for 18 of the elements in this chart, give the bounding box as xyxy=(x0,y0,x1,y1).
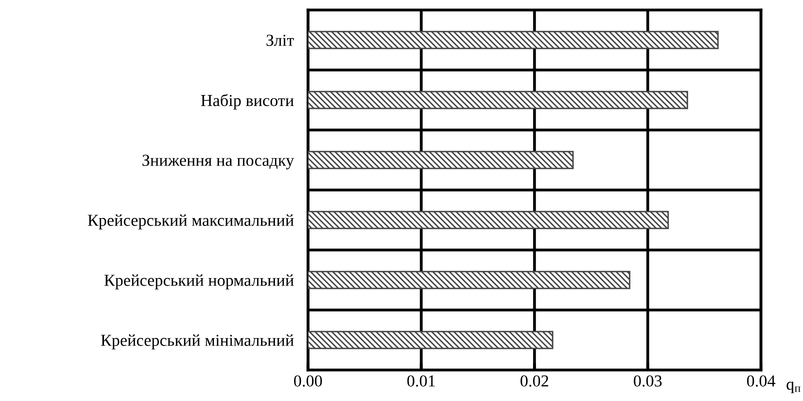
y-tick-label: Набір висоти xyxy=(201,94,294,110)
bar xyxy=(308,150,574,170)
bar xyxy=(308,270,630,290)
y-tick-label: Крейсерський максимальний xyxy=(88,214,294,230)
y-tick-label: Крейсерський мінімальний xyxy=(100,334,294,350)
x-tick-label: 0.04 xyxy=(747,375,776,387)
y-tick-label: Зниження на посадку xyxy=(142,154,294,170)
x-tick-label: 0.00 xyxy=(294,375,322,387)
bar xyxy=(308,330,554,350)
x-tick-label: 0.03 xyxy=(634,375,662,387)
bar xyxy=(308,210,669,230)
x-tick-label: 0.01 xyxy=(407,375,435,387)
y-tick-label: Зліт xyxy=(266,34,294,46)
bar xyxy=(308,30,719,50)
y-tick-label: Крейсерський нормальний xyxy=(104,274,294,290)
bar xyxy=(308,90,688,110)
x-tick-label: 0.02 xyxy=(520,375,548,387)
x-axis-title: q$_{п}$ xyxy=(786,382,800,394)
